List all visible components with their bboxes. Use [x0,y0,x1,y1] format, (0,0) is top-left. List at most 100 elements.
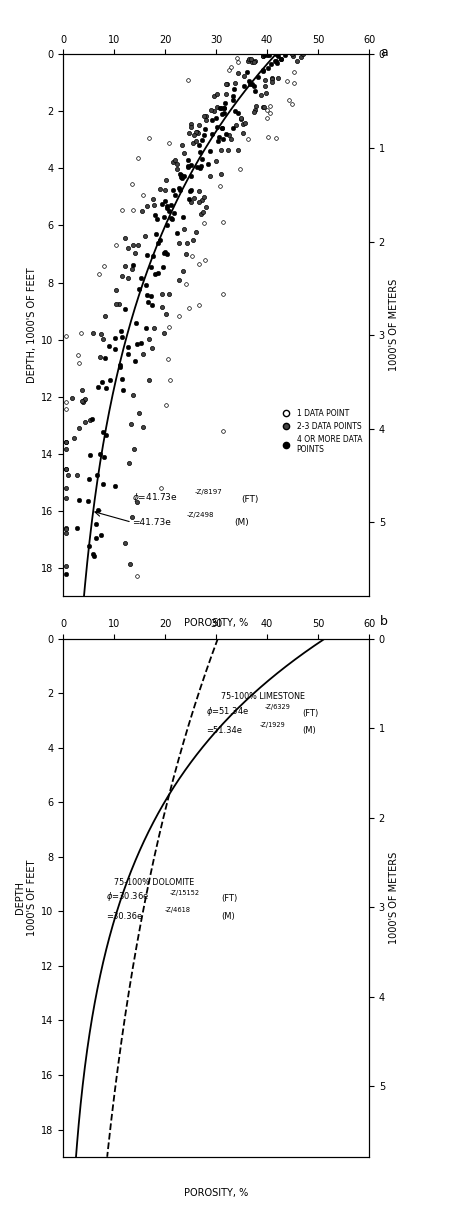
Point [246,49,253,69]
Point [225,125,232,145]
Point [133,335,140,354]
Point [163,196,170,216]
Point [137,269,144,288]
Point [264,101,271,121]
Point [93,515,100,534]
Point [220,99,227,118]
Point [131,352,139,371]
Point [102,307,109,327]
Point [167,208,175,228]
Point [180,219,187,239]
Point [143,196,150,216]
Point [162,170,169,189]
Point [189,134,197,153]
Point [269,72,276,92]
Point [205,154,212,174]
Point [234,48,241,67]
Point [145,128,153,147]
Point [198,130,206,149]
Point [184,70,192,89]
Point [160,243,167,263]
Point [220,104,228,123]
Y-axis label: 1000'S OF METERS: 1000'S OF METERS [389,280,399,371]
Point [73,465,81,484]
Point [156,180,163,199]
Point [135,148,142,167]
Text: =30.36e: =30.36e [106,912,143,921]
Point [247,75,254,94]
Point [177,165,184,184]
Text: -Z/6329: -Z/6329 [265,704,290,710]
Text: 75-100% DOLOMITE: 75-100% DOLOMITE [114,877,194,887]
Point [81,390,88,410]
Point [129,255,136,275]
Point [189,231,196,251]
Point [300,45,307,64]
Point [161,242,168,261]
Point [134,235,141,254]
Point [222,124,230,143]
Text: -Z/8197: -Z/8197 [194,489,222,495]
Point [154,263,162,282]
Point [106,371,113,390]
Point [213,108,220,128]
Point [150,318,158,337]
Point [216,176,223,195]
Point [294,42,301,61]
Point [158,194,166,213]
Point [188,166,195,186]
Point [249,52,256,71]
Point [145,370,152,389]
Point [112,328,119,347]
Point [163,245,171,264]
Point [163,199,171,218]
Point [293,52,300,71]
Point [217,165,225,184]
Point [227,129,234,148]
Text: 75-100% LIMESTONE: 75-100% LIMESTONE [221,693,305,701]
Point [121,255,128,275]
Point [260,47,267,66]
Point [202,198,210,217]
Text: =41.73e: =41.73e [132,518,171,527]
Point [255,67,262,87]
Point [62,459,69,478]
Point [298,48,305,67]
Text: $\phi$=51.34e: $\phi$=51.34e [206,705,249,718]
Point [76,353,83,372]
Point [100,330,107,349]
Point [267,96,274,116]
Point [247,49,254,69]
Point [288,41,295,60]
Point [264,58,271,77]
Point [158,298,165,317]
Point [112,235,119,254]
Point [111,340,118,359]
Point [252,42,260,61]
Point [62,393,69,412]
Point [234,140,242,159]
Point [264,108,271,128]
Point [198,157,205,176]
Point [124,337,131,357]
Point [148,339,156,358]
Point [238,110,245,129]
Point [241,66,248,86]
Point [153,210,160,229]
Point [128,259,135,278]
Point [62,557,69,576]
Point [117,358,124,377]
Point [271,52,278,71]
Point [266,46,273,65]
Point [146,329,153,348]
Point [97,445,104,464]
Point [227,58,234,77]
Point [180,143,188,163]
Point [142,275,149,294]
Point [160,324,167,343]
Point [200,125,207,145]
Point [244,52,251,71]
Point [202,119,209,139]
Point [118,266,125,286]
Point [124,269,131,288]
